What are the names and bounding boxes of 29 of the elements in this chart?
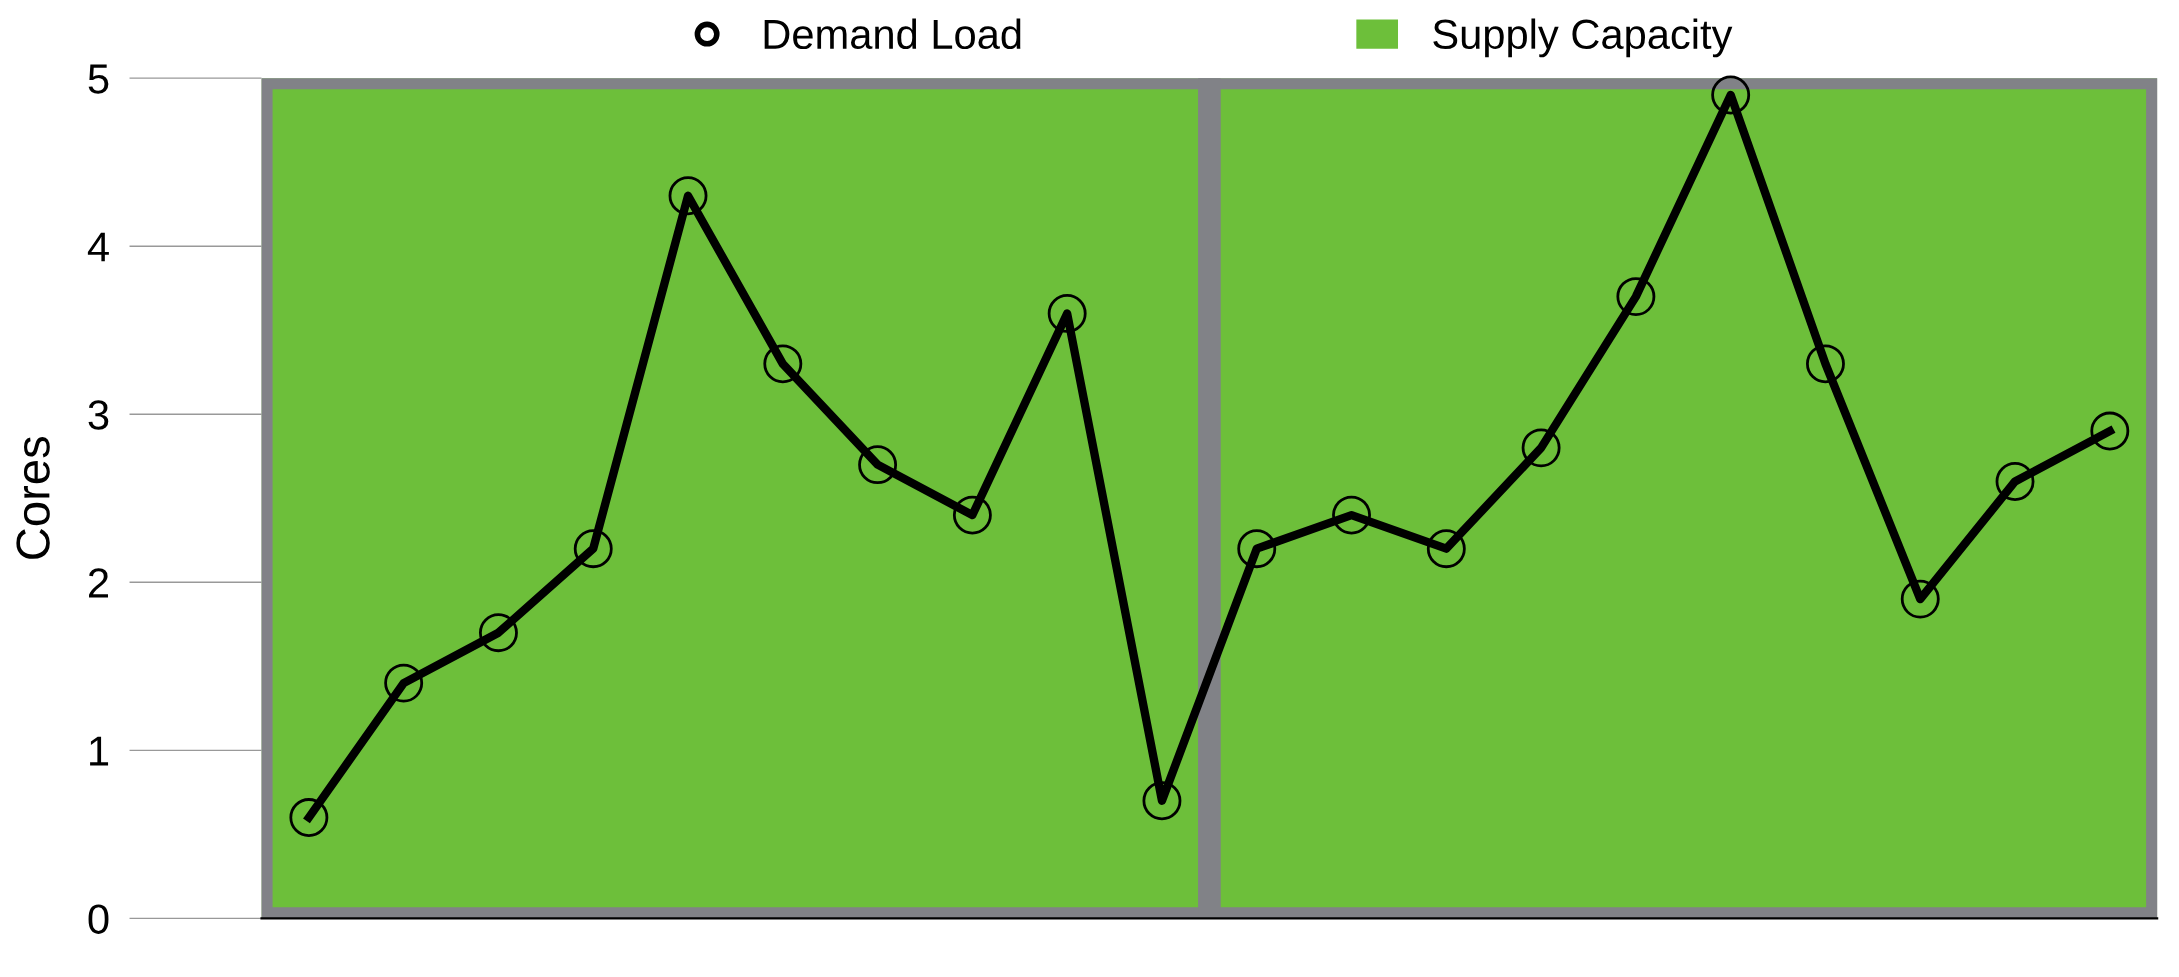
- point: [1142, 781, 1182, 821]
- y-tick-label: 2: [89, 568, 108, 598]
- legend-label: Demand Load: [764, 18, 1021, 50]
- y-tick-label: 5: [88, 64, 109, 94]
- y-axis-title: Cores: [16, 436, 50, 559]
- point: [1332, 495, 1371, 535]
- point: [952, 495, 992, 535]
- y-tick-label: 4: [87, 232, 109, 262]
- point: [1616, 277, 1656, 317]
- point: [1237, 529, 1277, 569]
- point: [1806, 344, 1845, 384]
- point: [479, 613, 518, 653]
- legend-label: Supply Capacity: [1433, 18, 1733, 58]
- y-tick-label: 1: [90, 736, 109, 766]
- point: [668, 176, 708, 216]
- point: [1426, 529, 1466, 569]
- y-tick-label: 0: [88, 904, 109, 934]
- point: [384, 663, 424, 703]
- point: [2090, 411, 2130, 451]
- point: [573, 529, 613, 569]
- point: [1047, 293, 1087, 333]
- point: [1900, 579, 1940, 619]
- point: [1711, 75, 1751, 115]
- point: [1995, 462, 2035, 501]
- point: [289, 798, 329, 837]
- point: [1521, 428, 1561, 468]
- point: [763, 344, 803, 384]
- point: [858, 445, 898, 485]
- y-tick-label: 3: [88, 400, 109, 430]
